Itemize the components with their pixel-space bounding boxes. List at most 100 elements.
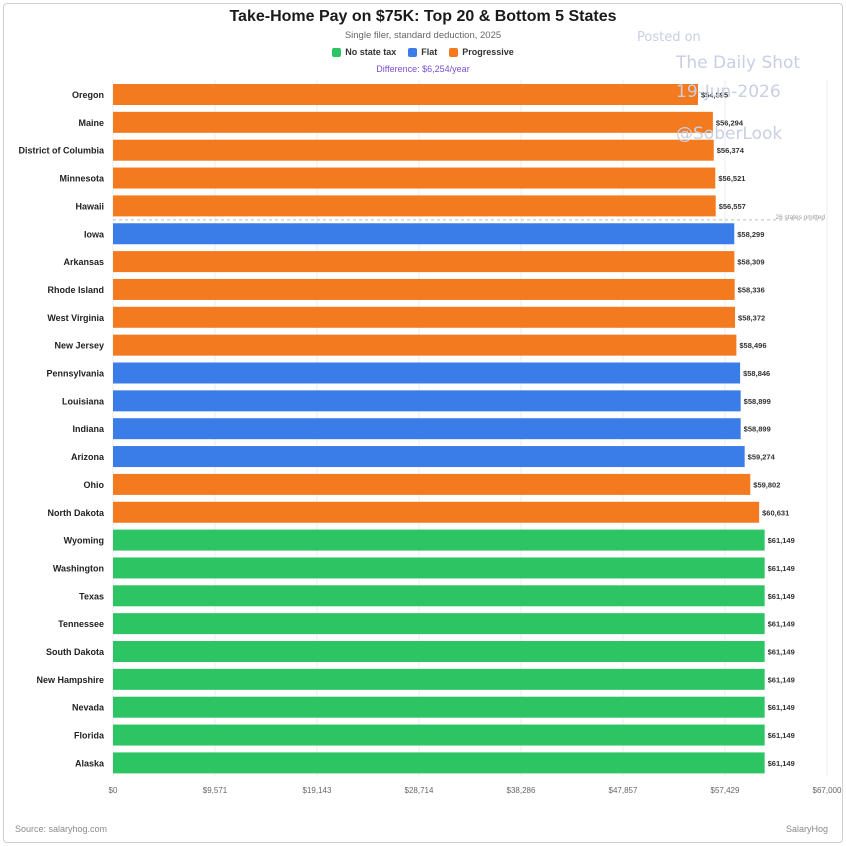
legend-swatch-blue xyxy=(408,47,418,57)
state-label: Wyoming xyxy=(64,536,104,546)
state-label: North Dakota xyxy=(47,508,104,518)
difference-note: Difference: $6,254/year xyxy=(376,64,470,74)
bar-value-label: $58,899 xyxy=(744,425,771,434)
x-tick-label: $9,571 xyxy=(203,786,228,795)
bar-value-label: $56,521 xyxy=(718,174,745,183)
chart-title: Take-Home Pay on $75K: Top 20 & Bottom 5… xyxy=(229,8,617,25)
bar-value-label: $58,372 xyxy=(738,313,765,322)
state-label: Maine xyxy=(78,118,104,128)
bar-value-label: $56,374 xyxy=(717,146,745,155)
bar xyxy=(113,696,765,718)
bar-value-label: $56,557 xyxy=(719,202,746,211)
bar-value-label: $61,149 xyxy=(768,731,795,740)
omitted-note: 26 states omitted xyxy=(776,214,826,221)
bar-value-label: $58,309 xyxy=(737,258,764,267)
state-label: Florida xyxy=(74,731,105,741)
source-note: Source: salaryhog.com xyxy=(15,824,108,834)
bar xyxy=(113,306,736,328)
bar xyxy=(113,390,741,412)
state-label: Texas xyxy=(79,591,104,601)
state-label: Louisiana xyxy=(62,396,105,406)
bar-value-label: $61,149 xyxy=(768,675,795,684)
legend-item-flat: Flat xyxy=(408,47,437,57)
state-label: Hawaii xyxy=(75,201,104,211)
state-label: New Hampshire xyxy=(36,675,104,685)
state-label: Arizona xyxy=(71,452,105,462)
bar xyxy=(113,752,765,774)
bar xyxy=(113,724,765,746)
state-label: West Virginia xyxy=(47,313,105,323)
bar-value-label: $61,149 xyxy=(768,536,795,545)
bar-value-label: $61,149 xyxy=(768,564,795,573)
state-label: Arkansas xyxy=(63,257,104,267)
legend-item-progressive: Progressive xyxy=(449,47,514,57)
bar-value-label: $61,149 xyxy=(768,648,795,657)
x-tick-label: $38,286 xyxy=(507,786,536,795)
state-label: Nevada xyxy=(72,703,105,713)
state-label: Alaska xyxy=(75,758,105,768)
legend-swatch-orange xyxy=(449,47,459,57)
bar-value-label: $56,294 xyxy=(716,118,744,127)
bar-value-label: $58,846 xyxy=(743,369,770,378)
bar-value-label: $60,631 xyxy=(762,508,789,517)
state-label: Pennsylvania xyxy=(46,369,105,379)
bar xyxy=(113,334,737,356)
bar xyxy=(113,139,714,161)
state-label: Oregon xyxy=(72,90,104,100)
bar xyxy=(113,446,745,468)
bar-value-label: $54,895 xyxy=(701,91,728,100)
bar-value-label: $61,149 xyxy=(768,620,795,629)
legend: No state tax Flat Progressive xyxy=(0,47,846,57)
bar-value-label: $58,336 xyxy=(738,285,765,294)
bar-value-label: $61,149 xyxy=(768,592,795,601)
x-tick-label: $57,429 xyxy=(711,786,740,795)
bar-value-label: $59,802 xyxy=(753,480,780,489)
brand-label: SalaryHog xyxy=(785,824,828,834)
legend-label: Progressive xyxy=(462,47,514,57)
bar xyxy=(113,251,735,273)
legend-label: Flat xyxy=(421,47,438,57)
bar xyxy=(113,585,765,607)
bar xyxy=(113,195,716,217)
bar xyxy=(113,278,735,300)
bar xyxy=(113,167,716,189)
x-tick-label: $67,000 xyxy=(813,786,842,795)
bar-value-label: $61,149 xyxy=(768,759,795,768)
x-tick-label: $28,714 xyxy=(405,786,434,795)
state-label: Indiana xyxy=(72,424,104,434)
state-label: District of Columbia xyxy=(18,146,104,156)
x-tick-label: $19,143 xyxy=(303,786,332,795)
state-label: Iowa xyxy=(84,229,105,239)
x-tick-label: $0 xyxy=(109,786,118,795)
state-label: Tennessee xyxy=(58,619,104,629)
state-label: South Dakota xyxy=(46,647,105,657)
state-label: New Jersey xyxy=(54,341,104,351)
bar-value-label: $58,899 xyxy=(744,397,771,406)
bar xyxy=(113,529,765,551)
bar xyxy=(113,84,699,105)
bar xyxy=(113,668,765,690)
state-label: Washington xyxy=(53,563,104,573)
bar-value-label: $58,496 xyxy=(739,341,766,350)
bar xyxy=(113,473,751,495)
bar xyxy=(113,418,741,440)
bar xyxy=(113,501,760,523)
legend-item-no-state-tax: No state tax xyxy=(332,47,396,57)
chart-subtitle: Single filer, standard deduction, 2025 xyxy=(344,30,502,41)
bar xyxy=(113,641,765,662)
bar xyxy=(113,223,735,245)
bar xyxy=(113,557,765,579)
bar xyxy=(113,613,765,635)
bar-value-label: $58,299 xyxy=(737,230,764,239)
x-tick-label: $47,857 xyxy=(609,786,638,795)
state-label: Ohio xyxy=(84,480,105,490)
bar xyxy=(113,362,741,384)
bar-value-label: $61,149 xyxy=(768,703,795,712)
bar xyxy=(113,111,713,133)
state-label: Rhode Island xyxy=(47,285,104,295)
state-label: Minnesota xyxy=(59,174,104,184)
legend-swatch-green xyxy=(332,47,342,57)
bar-value-label: $59,274 xyxy=(748,453,776,462)
legend-label: No state tax xyxy=(345,47,397,57)
